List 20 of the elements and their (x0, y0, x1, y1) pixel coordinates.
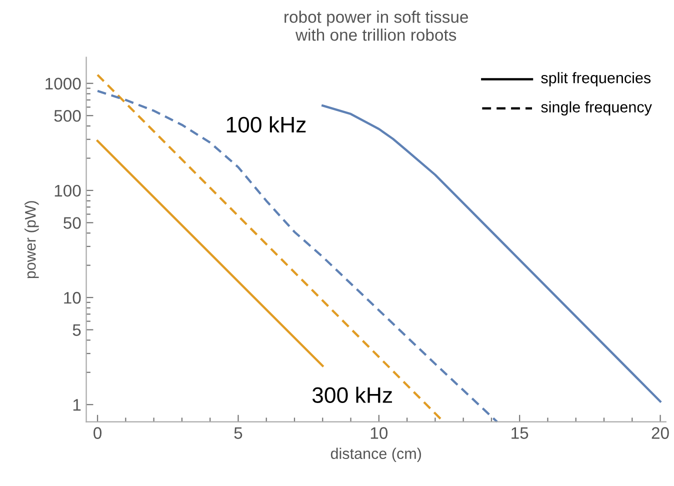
x-tick-label: 0 (94, 427, 102, 439)
x-tick-label: 15 (512, 427, 528, 439)
line-series (96, 90, 498, 423)
annotation: single frequency (541, 101, 652, 116)
y-axis-title: power (pW) (24, 201, 39, 278)
annotation: 100 kHz (226, 116, 306, 133)
y-tick-label: 1 (73, 399, 81, 411)
y-tick-label: 1000 (46, 78, 81, 90)
y-tick-label: 5 (72, 324, 81, 336)
chart-title: robot power in soft tissue with one trillion robots (284, 10, 468, 41)
y-tick-label: 100 (54, 184, 81, 197)
annotation: 300 kHz (312, 386, 392, 404)
x-tick-label: 20 (652, 427, 669, 439)
y-tick-label: 50 (64, 217, 81, 229)
x-axis-title: distance (cm) (330, 448, 421, 462)
x-tick-label: 10 (370, 427, 388, 439)
y-tick-label: 10 (64, 292, 81, 304)
y-tick-label: 500 (54, 110, 81, 122)
annotation: split frequencies (541, 72, 651, 86)
x-tick-label: 5 (234, 427, 242, 439)
